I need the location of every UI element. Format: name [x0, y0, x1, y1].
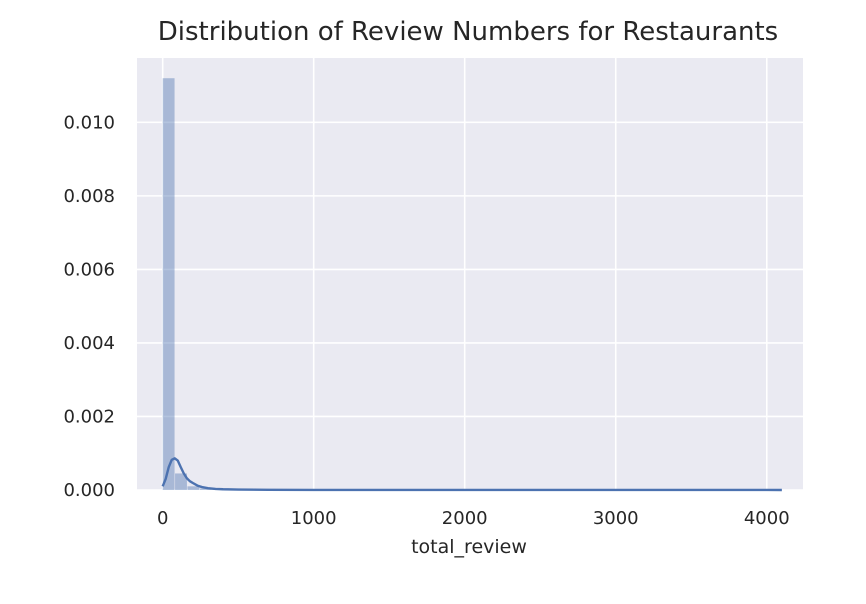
x-tick-label-0: 0 [157, 508, 168, 529]
x-tick-label-3: 3000 [593, 508, 639, 529]
y-tick-label-4: 0.008 [63, 186, 115, 207]
y-tick-label-2: 0.004 [63, 333, 115, 354]
y-tick-label-5: 0.010 [63, 112, 115, 133]
y-tick-labels: 0.000 0.002 0.004 0.006 0.008 0.010 [63, 112, 115, 501]
y-tick-label-3: 0.006 [63, 259, 115, 280]
x-tick-label-2: 2000 [442, 508, 488, 529]
chart-title: Distribution of Review Numbers for Resta… [158, 17, 778, 47]
y-tick-label-0: 0.000 [63, 480, 115, 501]
x-tick-labels: 0 1000 2000 3000 4000 [157, 508, 790, 529]
y-tick-label-1: 0.002 [63, 406, 115, 427]
x-tick-label-4: 4000 [744, 508, 790, 529]
x-tick-label-1: 1000 [291, 508, 337, 529]
histogram-bar-0 [163, 78, 175, 490]
x-axis-label: total_review [411, 536, 527, 558]
